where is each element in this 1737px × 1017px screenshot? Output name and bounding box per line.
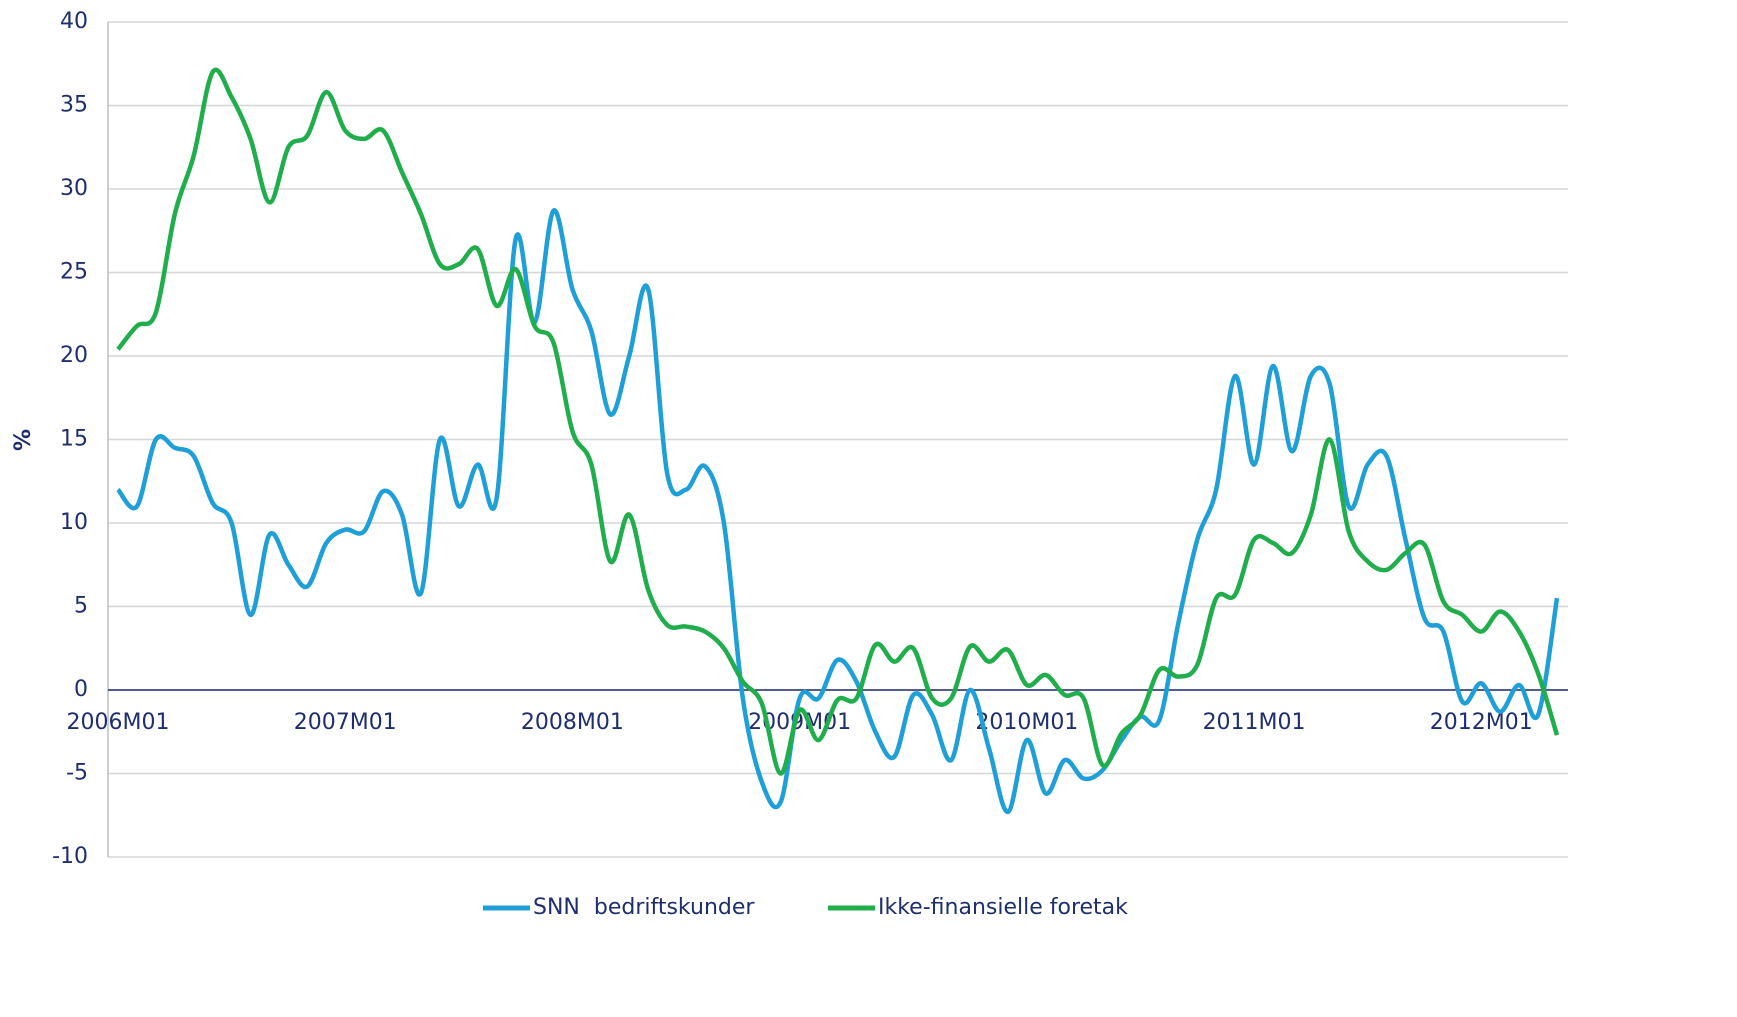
x-tick-label: 2010M01: [975, 710, 1078, 735]
x-tick-label: 2007M01: [294, 710, 397, 735]
legend-label: Ikke-finansielle foretak: [878, 895, 1128, 920]
y-tick-label: -10: [52, 844, 88, 869]
y-tick-label: 30: [60, 176, 88, 201]
x-tick-label: 2008M01: [521, 710, 624, 735]
y-tick-label: 5: [74, 594, 88, 619]
y-tick-label: 20: [60, 343, 88, 368]
y-tick-label: 10: [60, 510, 88, 535]
y-tick-label: 15: [60, 427, 88, 452]
y-tick-label: 40: [60, 9, 88, 34]
x-tick-label: 2006M01: [67, 710, 170, 735]
line-series: [116, 67, 1560, 776]
x-tick-label: 2012M01: [1430, 710, 1533, 735]
y-tick-label: 0: [74, 677, 88, 702]
x-tick-label: 2011M01: [1203, 710, 1306, 735]
legend-label: SNN bedriftskunder: [533, 895, 755, 920]
line-series: [116, 208, 1560, 815]
y-tick-label: -5: [66, 761, 88, 786]
y-tick-label: 25: [60, 260, 88, 285]
y-tick-label: 35: [60, 93, 88, 118]
y-axis-label: %: [11, 429, 36, 451]
